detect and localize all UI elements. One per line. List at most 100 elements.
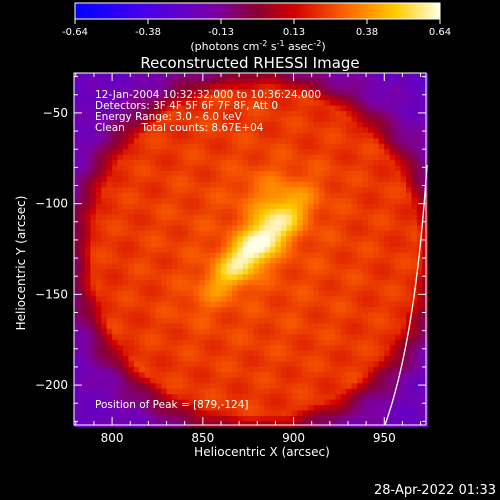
heatmap-cell — [378, 225, 385, 232]
heatmap-cell — [329, 285, 336, 292]
heatmap-cell — [422, 247, 429, 254]
heatmap-cell — [357, 94, 363, 101]
heatmap-cell — [286, 290, 293, 297]
heatmap-cell — [237, 209, 244, 215]
heatmap-cell — [122, 247, 129, 254]
heatmap-cell — [220, 73, 227, 79]
heatmap-cell — [74, 361, 80, 368]
heatmap-cell — [302, 138, 309, 145]
heatmap-cell — [128, 258, 135, 264]
heatmap-cell — [117, 225, 124, 232]
heatmap-cell — [280, 181, 287, 188]
heatmap-cell — [95, 312, 102, 319]
heatmap-cell — [329, 328, 336, 335]
heatmap-cell — [395, 366, 401, 373]
heatmap-cell — [351, 334, 358, 341]
heatmap-cell — [400, 366, 407, 373]
heatmap-cell — [384, 236, 391, 243]
heatmap-cell — [117, 334, 124, 341]
heatmap-cell — [291, 268, 298, 275]
heatmap-cell — [155, 383, 162, 390]
heatmap-cell — [133, 198, 140, 205]
heatmap-cell — [95, 89, 102, 96]
heatmap-cell — [422, 132, 429, 139]
heatmap-cell — [226, 165, 233, 172]
heatmap-cell — [313, 317, 320, 324]
heatmap-cell — [318, 149, 325, 156]
heatmap-cell — [335, 323, 342, 330]
heatmap-cell — [112, 383, 118, 390]
heatmap-cell — [144, 290, 151, 297]
heatmap-cell — [269, 181, 276, 188]
heatmap-cell — [357, 394, 363, 400]
heatmap-cell — [318, 405, 325, 411]
heatmap-cell — [297, 121, 304, 128]
heatmap-cell — [226, 263, 233, 270]
heatmap-cell — [357, 377, 363, 384]
heatmap-cell — [297, 94, 304, 101]
heatmap-cell — [329, 89, 336, 96]
heatmap-cell — [171, 176, 178, 183]
heatmap-cell — [95, 198, 102, 205]
heatmap-cell — [188, 94, 195, 101]
heatmap-cell — [188, 247, 195, 254]
heatmap-cell — [204, 323, 211, 330]
heatmap-cell — [357, 399, 363, 406]
heatmap-cell — [112, 366, 118, 373]
heatmap-cell — [264, 198, 271, 205]
heatmap-cell — [367, 399, 374, 406]
heatmap-cell — [101, 160, 108, 166]
heatmap-cell — [422, 279, 429, 286]
heatmap-cell — [318, 181, 325, 188]
heatmap-cell — [297, 399, 304, 406]
heatmap-cell — [188, 83, 195, 90]
heatmap-cell — [144, 377, 151, 384]
heatmap-cell — [291, 132, 298, 139]
heatmap-cell — [297, 78, 304, 85]
heatmap-cell — [177, 361, 184, 368]
heatmap-cell — [193, 399, 200, 406]
heatmap-cell — [193, 377, 200, 384]
heatmap-cell — [215, 83, 222, 90]
heatmap-cell — [215, 339, 222, 346]
heatmap-cell — [248, 154, 255, 161]
heatmap-cell — [237, 170, 244, 177]
heatmap-cell — [395, 241, 401, 248]
heatmap-cell — [74, 268, 80, 275]
heatmap-cell — [84, 263, 91, 270]
heatmap-cell — [329, 154, 336, 161]
heatmap-cell — [122, 127, 129, 134]
heatmap-cell — [144, 149, 151, 156]
heatmap-cell — [422, 241, 429, 248]
heatmap-cell — [346, 247, 352, 254]
heatmap-cell — [74, 165, 80, 172]
heatmap-cell — [324, 410, 331, 417]
heatmap-cell — [384, 345, 391, 351]
heatmap-cell — [117, 198, 124, 205]
heatmap-cell — [357, 328, 363, 335]
heatmap-cell — [346, 121, 352, 128]
heatmap-cell — [357, 73, 363, 79]
heatmap-cell — [411, 170, 418, 177]
heatmap-cell — [313, 356, 320, 362]
heatmap-cell — [95, 247, 102, 254]
heatmap-cell — [117, 377, 124, 384]
heatmap-cell — [95, 100, 102, 107]
heatmap-cell — [112, 345, 118, 351]
heatmap-cell — [144, 132, 151, 139]
heatmap-cell — [150, 100, 157, 107]
heatmap-cell — [378, 89, 385, 96]
heatmap-cell — [275, 149, 282, 156]
heatmap-cell — [362, 263, 369, 270]
heatmap-cell — [302, 73, 309, 79]
heatmap-cell — [117, 236, 124, 243]
heatmap-cell — [95, 361, 102, 368]
heatmap-cell — [406, 301, 412, 308]
heatmap-cell — [357, 252, 363, 259]
heatmap-cell — [226, 209, 233, 215]
heatmap-cell — [79, 105, 86, 112]
heatmap-cell — [406, 192, 412, 199]
heatmap-cell — [150, 356, 157, 362]
heatmap-cell — [188, 214, 195, 221]
heatmap-cell — [231, 394, 238, 400]
